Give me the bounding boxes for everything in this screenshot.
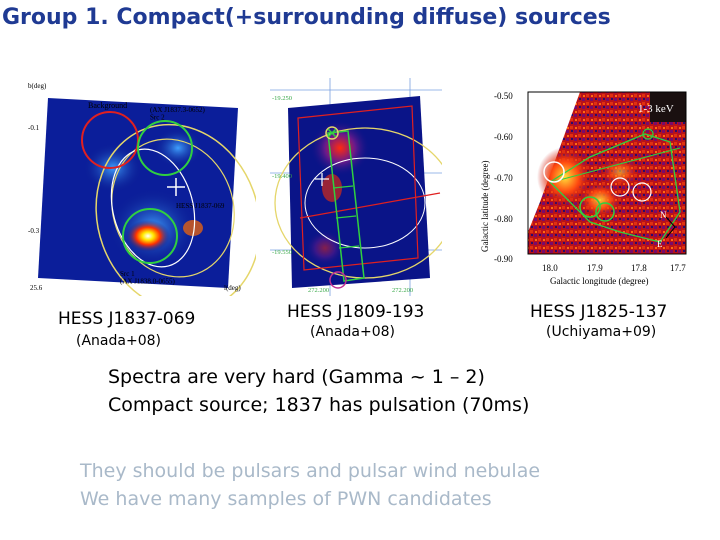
hess-j1837-image: b(deg) -0.1 -0.3 25.6 l(deg) Background … [28,78,256,296]
j1809-tick-bottom: 272.200 [308,287,329,294]
slide-title: Group 1. Compact(+surrounding diffuse) s… [2,5,611,30]
j1809-tick-bottom2: 272.200 [392,287,413,294]
caption-j1825: HESS J1825-137 [530,302,668,322]
j1825-energy-band: 1-3 keV [638,103,674,115]
j1837-tick-y2: -0.3 [28,227,40,235]
hess-j1825-image: 1-3 keV -0.50 -0.60 -0.70 -0.80 -0.90 18… [470,82,692,294]
j1809-tick-top: -19.250 [272,95,292,102]
j1825-compass-n: N [660,210,667,220]
j1837-label-background: Background [88,101,127,110]
j1825-y-axis-label: Galactic latitude (degree) [480,161,490,252]
j1825-y-tick: -0.80 [494,214,513,224]
j1825-y-tick: -0.90 [494,254,513,264]
j1825-y-tick: -0.70 [494,173,513,183]
hess-j1809-image: -19.250 -19.400 -19.550 272.200 272.200 [270,78,442,296]
j1809-tick-mid: -19.400 [272,173,292,180]
bullet-compact-source: Compact source; 1837 has pulsation (70ms… [108,394,530,416]
j1825-x-tick: 17.9 [587,263,603,273]
j1825-x-tick: 17.7 [670,263,686,273]
j1825-x-tick: 18.0 [542,263,558,273]
j1837-unit-y: b(deg) [28,82,47,90]
note-pulsars: They should be pulsars and pulsar wind n… [80,460,541,482]
j1825-x-axis-label: Galactic longitude (degree) [550,276,648,286]
j1837-unit-x: l(deg) [224,284,241,292]
j1837-tick-x: 25.6 [30,284,43,292]
j1809-tick-low: -19.550 [272,249,292,256]
j1825-y-tick: -0.50 [494,91,513,101]
j1837-label-src1: Src 1 (AX J1838.0-0655) [120,270,175,286]
j1825-y-tick: -0.60 [494,132,513,142]
reference-j1837: (Anada+08) [76,333,161,349]
note-pwn-samples: We have many samples of PWN candidates [80,488,492,510]
j1837-tick-y1: -0.1 [28,124,40,132]
reference-j1809: (Anada+08) [310,324,395,340]
caption-j1837: HESS J1837-069 [58,309,196,329]
j1825-compass-e: E [657,239,663,249]
j1837-label-src2: (AX J1837.3-0652) Src 2 [150,106,205,122]
reference-j1825: (Uchiyama+09) [546,324,657,340]
j1837-label-hess: HESS J1837-069 [176,202,225,210]
bullet-spectra: Spectra are very hard (Gamma ~ 1 – 2) [108,366,485,388]
j1825-x-tick: 17.8 [631,263,647,273]
caption-j1809: HESS J1809-193 [287,302,425,322]
